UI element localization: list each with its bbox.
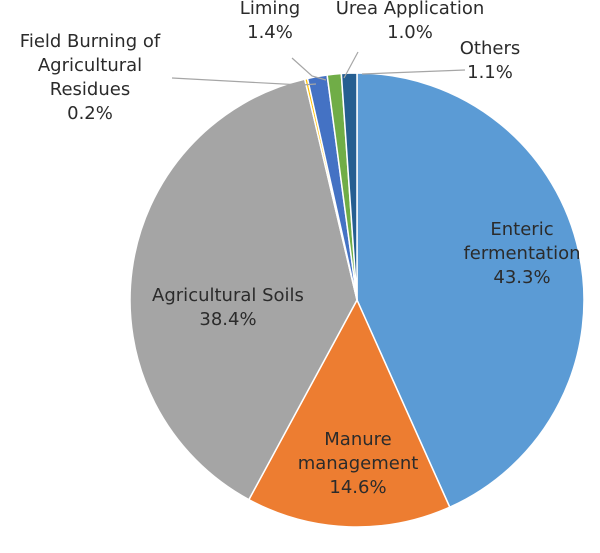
leader-line xyxy=(361,69,466,75)
slice-value-label: 1.1% xyxy=(467,62,513,83)
slice-value-label: 38.4% xyxy=(199,309,256,330)
pie-slice-others xyxy=(340,72,358,301)
slice-value-label: 1.4% xyxy=(247,22,293,43)
slice-name-label: Enteric xyxy=(490,219,553,240)
slice-name-label: Agricultural xyxy=(38,55,142,76)
leader-line xyxy=(343,51,359,79)
slice-name-label: management xyxy=(298,453,419,474)
pie-slices xyxy=(129,72,585,528)
slice-name-label: Agricultural Soils xyxy=(152,285,304,306)
slice-label: Liming 1.4% xyxy=(240,0,300,43)
leader-line xyxy=(171,77,317,86)
slice-label: Others 1.1% xyxy=(460,38,521,83)
slice-value-label: 14.6% xyxy=(329,477,386,498)
slice-value-label: 1.0% xyxy=(387,22,433,43)
slice-name-label: Urea Application xyxy=(336,0,485,19)
slice-label: Urea Application 1.0% xyxy=(336,0,485,43)
slice-label: Agricultural Soils 38.4% xyxy=(152,285,304,330)
slice-labels: Enteric fermentation 43.3% Manure management… xyxy=(20,0,581,498)
slice-name-label: fermentation xyxy=(463,243,580,264)
slice-label: Field Burning of Agricultural Residues 0.2% xyxy=(20,31,161,124)
slice-label: Manure management 14.6% xyxy=(298,429,419,498)
slice-name-label: Liming xyxy=(240,0,300,19)
pie-slice-manure-management xyxy=(247,298,451,528)
slice-name-label: Others xyxy=(460,38,521,59)
pie-slice-enteric-fermentation xyxy=(356,72,585,509)
slice-label: Enteric fermentation 43.3% xyxy=(463,219,580,288)
leader-lines xyxy=(171,51,466,86)
leader-line xyxy=(291,57,327,81)
slice-name-label: Residues xyxy=(50,79,130,100)
pie-slice-agricultural-soils xyxy=(129,78,358,501)
slice-name-label: Manure xyxy=(324,429,391,450)
slice-value-label: 43.3% xyxy=(493,267,550,288)
slice-value-label: 0.2% xyxy=(67,103,113,124)
slice-name-label: Field Burning of xyxy=(20,31,161,52)
